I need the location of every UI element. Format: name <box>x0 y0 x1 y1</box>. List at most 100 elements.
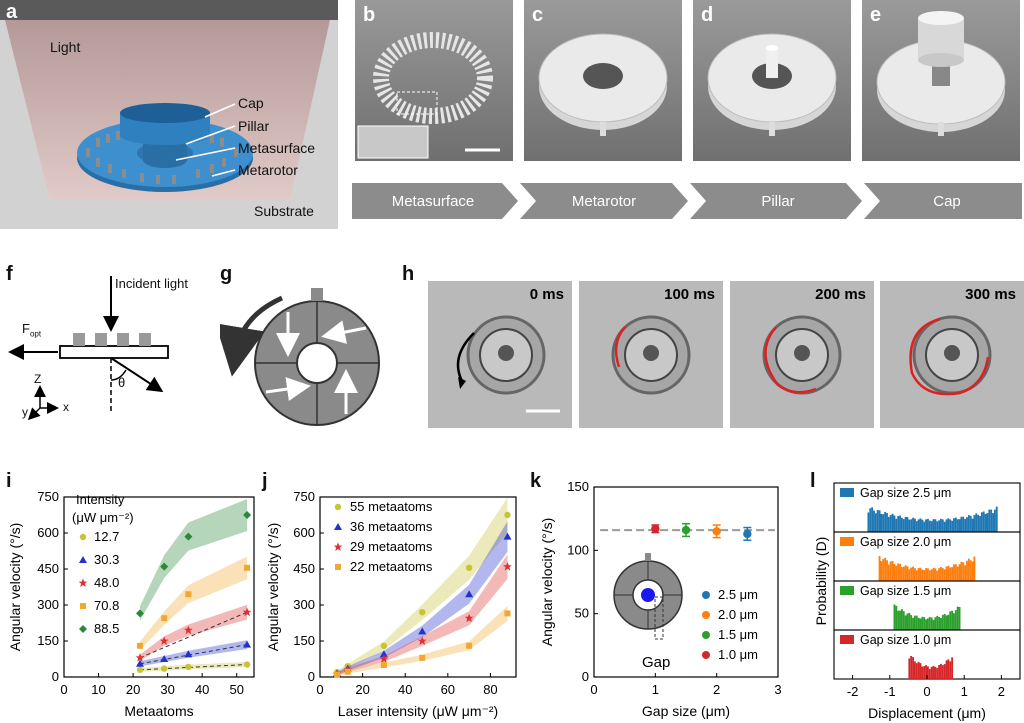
histogram-bar <box>878 555 881 581</box>
y-axis-label: Angular velocity (°/s) <box>7 523 23 652</box>
f-opt-symbol: F <box>22 321 30 336</box>
sem-image-pillar: d <box>693 0 851 161</box>
histogram-bar <box>917 661 920 679</box>
legend-marker <box>334 523 342 530</box>
cap-label: Cap <box>238 95 264 111</box>
histogram-bar <box>958 519 961 532</box>
histogram-bar <box>958 564 961 581</box>
x-tick-label: 3 <box>774 682 781 697</box>
histogram-bar <box>899 515 901 532</box>
histogram-bar <box>882 559 885 581</box>
panel-label: a <box>6 1 18 23</box>
video-frame-100ms: 100 ms <box>579 281 723 428</box>
histogram-bar <box>973 556 976 581</box>
x-axis-label: Metaatoms <box>124 703 193 719</box>
histogram-bar <box>995 506 998 532</box>
histogram-bar <box>969 560 972 581</box>
histogram-bar <box>915 663 918 679</box>
data-point-12.7 <box>185 663 192 671</box>
histogram-bar <box>947 518 950 532</box>
histogram-bar <box>904 516 907 532</box>
histogram-bar <box>921 569 924 581</box>
histogram-bar <box>986 513 989 532</box>
histogram-bar <box>906 613 909 630</box>
histogram-bar <box>921 666 924 679</box>
histogram-bar <box>936 570 939 581</box>
confidence-band-48.0 <box>140 604 248 661</box>
histogram-bar <box>927 666 929 679</box>
histogram-bar <box>971 518 974 532</box>
panel-label: h <box>402 263 415 285</box>
data-point-70.8 <box>161 615 168 622</box>
histogram-bar <box>904 565 907 581</box>
confidence-band-29 metaatoms <box>337 554 508 676</box>
data-point-2.5 μm <box>743 529 752 539</box>
histogram-bar <box>936 521 939 532</box>
histogram-bar <box>951 567 954 581</box>
data-point-70.8 <box>137 642 143 649</box>
histogram-bar <box>954 517 957 532</box>
metaatom-pillars <box>86 131 238 184</box>
histogram-bar <box>949 519 952 532</box>
histogram-bar <box>984 513 987 532</box>
panel-label: g <box>220 263 233 285</box>
histogram-bar <box>908 658 911 679</box>
histogram-bar <box>925 665 927 679</box>
histogram-bar <box>895 565 898 581</box>
histogram-bar <box>900 517 903 532</box>
histogram-bar <box>938 520 941 532</box>
legend-title: Intensity <box>76 492 125 507</box>
histogram-bar <box>947 614 950 630</box>
histogram-bar <box>940 618 942 630</box>
data-point-55 metaatoms <box>465 564 473 571</box>
sem-image-metasurface: b <box>355 0 513 161</box>
legend-marker <box>702 651 710 659</box>
legend-label: 70.8 <box>94 598 119 613</box>
panel-label: j <box>262 470 268 492</box>
histogram-bar <box>958 606 961 630</box>
histogram-bar <box>923 666 926 679</box>
legend-label: 2.0 μm <box>718 607 758 622</box>
histogram-bar <box>940 663 942 679</box>
histogram-bar <box>884 557 887 581</box>
plot-frame <box>319 496 517 678</box>
y-tick-label: 750 <box>293 489 315 504</box>
histogram-bar <box>899 610 901 630</box>
histogram-bar <box>886 560 888 581</box>
data-point-55 metaatoms <box>504 511 511 519</box>
histogram-bar <box>949 661 952 679</box>
legend-label: 36 metaatoms <box>350 519 433 534</box>
legend-swatch <box>840 586 854 595</box>
histogram-bar <box>973 514 976 532</box>
theta-label: θ <box>118 375 126 390</box>
light-label: Light <box>50 39 81 55</box>
time-stamp: 300 ms <box>965 286 1016 303</box>
data-point-70.8 <box>244 564 251 571</box>
y-tick-label: 0 <box>582 669 589 684</box>
histogram-bar <box>912 657 914 679</box>
histogram-bar <box>967 515 970 532</box>
histogram-bar <box>891 513 894 532</box>
histogram-bar <box>908 612 911 630</box>
histogram-bar <box>904 615 907 630</box>
histogram-bar <box>887 564 890 581</box>
metarotor-3d-render <box>0 0 338 229</box>
legend-label: Gap size 1.0 μm <box>860 633 951 647</box>
fabrication-flow: Metasurface Metarotor Pillar Cap <box>352 183 1022 219</box>
histogram-bar <box>934 617 937 630</box>
flow-step-cap: Cap <box>933 192 961 210</box>
x-tick-label: 60 <box>441 682 455 697</box>
time-stamp: 100 ms <box>664 286 715 303</box>
histogram-bar <box>889 515 892 532</box>
data-point-55 metaatoms <box>380 642 388 649</box>
histogram-bar <box>915 615 918 630</box>
data-point-48.0 <box>242 607 252 617</box>
data-point-29 metaatoms <box>379 654 389 663</box>
histogram-bar <box>928 520 931 532</box>
histogram-bar <box>960 561 963 581</box>
histogram-bar <box>928 570 931 581</box>
histogram-bar <box>941 614 944 630</box>
histogram-bar <box>941 665 944 679</box>
data-point-22 metaatoms <box>334 671 341 678</box>
histogram-bar <box>940 518 942 532</box>
